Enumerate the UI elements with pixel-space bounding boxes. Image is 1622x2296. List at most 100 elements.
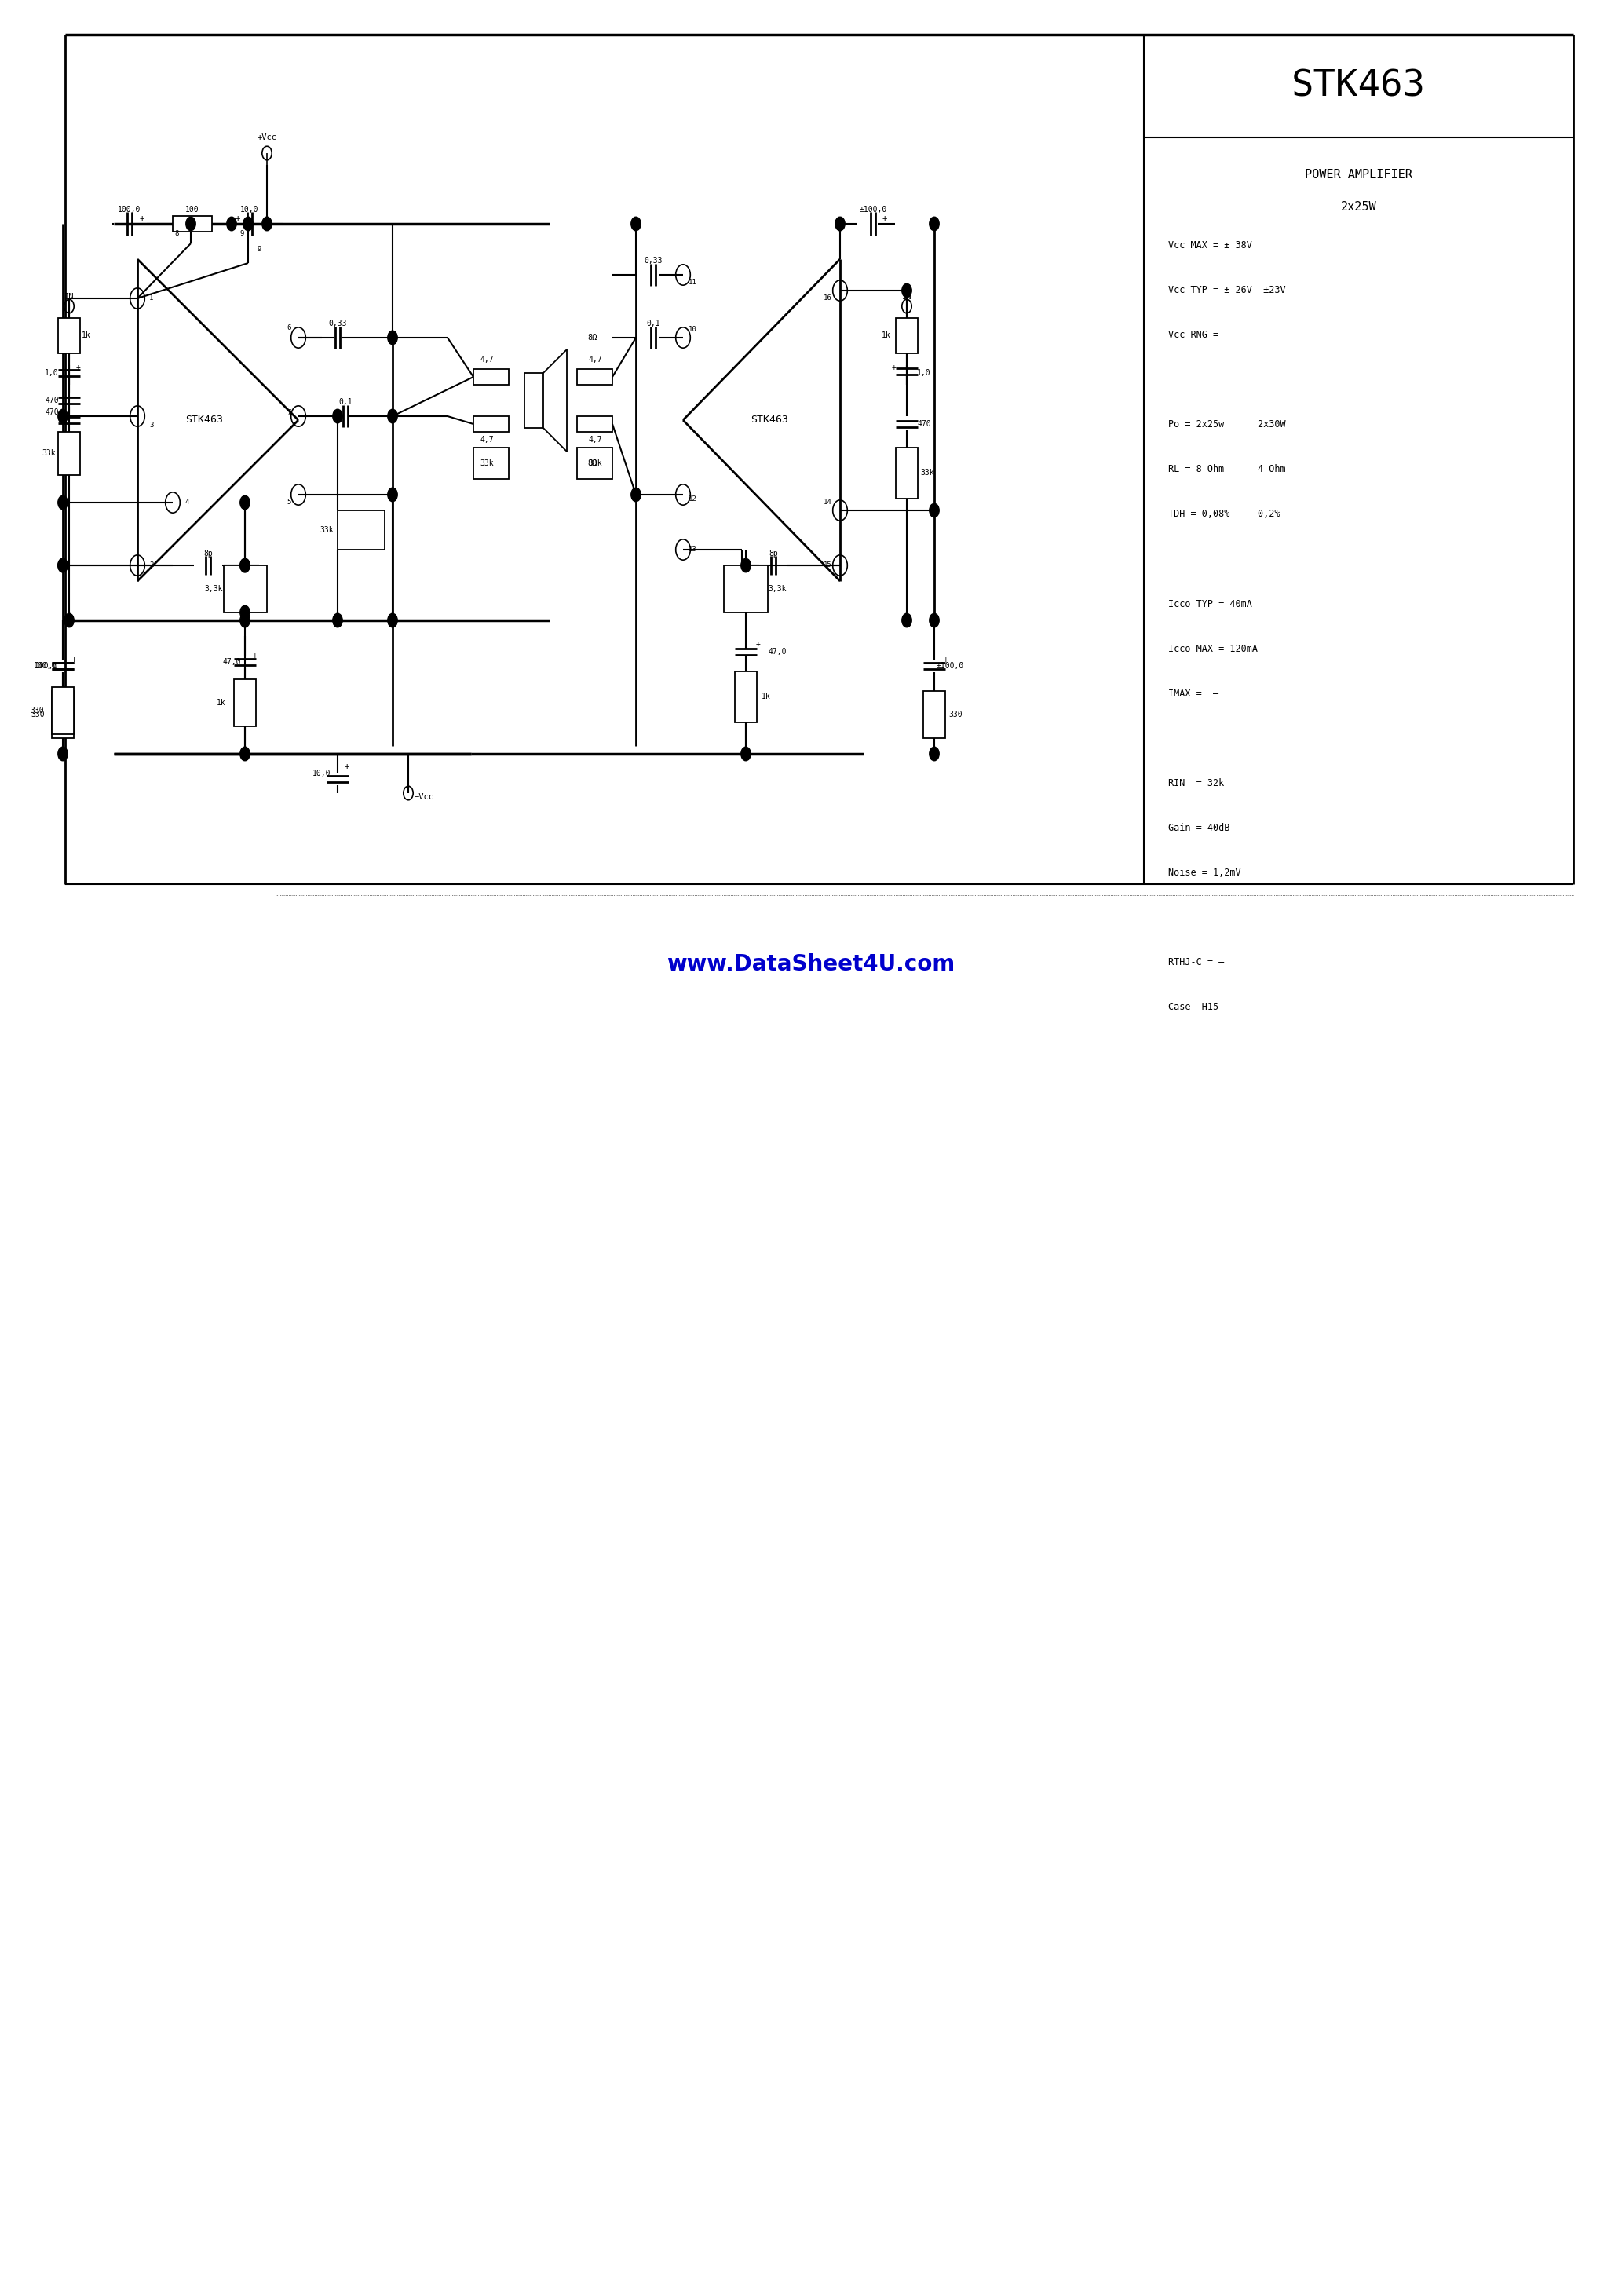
Circle shape	[58, 558, 68, 572]
Text: 10: 10	[688, 326, 697, 333]
Text: POWER AMPLIFIER: POWER AMPLIFIER	[1304, 168, 1413, 181]
Text: 100,0: 100,0	[36, 661, 58, 670]
Circle shape	[240, 613, 250, 627]
Circle shape	[902, 285, 912, 298]
Bar	[58, 432, 79, 475]
Circle shape	[58, 496, 68, 510]
Text: 1k: 1k	[882, 331, 890, 340]
Circle shape	[333, 613, 342, 627]
Text: RTHJ-C = –: RTHJ-C = –	[1168, 957, 1223, 967]
Bar	[735, 670, 757, 723]
Text: 8Ω: 8Ω	[587, 459, 597, 466]
Text: 0,1: 0,1	[646, 319, 660, 328]
Circle shape	[929, 503, 939, 517]
Circle shape	[631, 216, 641, 230]
Circle shape	[65, 613, 75, 627]
Text: 100,0: 100,0	[118, 207, 141, 214]
Circle shape	[240, 746, 250, 760]
Bar	[577, 448, 613, 480]
Text: 330: 330	[29, 707, 44, 714]
Text: 11: 11	[688, 280, 697, 287]
Bar	[224, 565, 268, 613]
Text: 1: 1	[149, 294, 154, 301]
Circle shape	[929, 216, 939, 230]
Bar	[474, 370, 509, 386]
Text: +: +	[235, 214, 240, 223]
Circle shape	[243, 216, 253, 230]
Text: 4,7: 4,7	[589, 436, 602, 443]
Text: 10,0: 10,0	[240, 207, 260, 214]
Text: RL = 8 Ohm      4 Ohm: RL = 8 Ohm 4 Ohm	[1168, 464, 1285, 475]
Bar	[474, 416, 509, 432]
Text: RIN  = 32k: RIN = 32k	[1168, 778, 1223, 788]
Text: 100,0: 100,0	[34, 661, 57, 670]
Circle shape	[929, 746, 939, 760]
Text: +Vcc: +Vcc	[258, 133, 277, 142]
Circle shape	[388, 331, 397, 344]
Text: 12: 12	[688, 496, 697, 503]
Text: +: +	[944, 657, 949, 664]
Circle shape	[240, 558, 250, 572]
Circle shape	[741, 746, 751, 760]
Bar	[895, 319, 918, 354]
Bar	[52, 691, 73, 737]
Text: 1,0: 1,0	[45, 370, 58, 377]
Circle shape	[187, 216, 196, 230]
Text: +: +	[756, 641, 761, 647]
Text: 2x25W: 2x25W	[1340, 200, 1377, 214]
Text: 8: 8	[175, 230, 178, 236]
Text: 33k: 33k	[480, 459, 493, 466]
Bar	[58, 319, 79, 354]
Circle shape	[58, 558, 68, 572]
Text: www.DataSheet4U.com: www.DataSheet4U.com	[667, 953, 955, 976]
Text: 470: 470	[916, 420, 931, 427]
Text: 330: 330	[31, 712, 44, 719]
Text: 1,0: 1,0	[916, 370, 931, 377]
Text: 47,0: 47,0	[767, 647, 787, 657]
Bar	[723, 565, 767, 613]
Text: 2: 2	[149, 563, 154, 569]
Text: 100: 100	[185, 207, 200, 214]
Text: 470: 470	[45, 397, 58, 404]
Text: IN: IN	[65, 294, 75, 301]
Text: +: +	[892, 363, 897, 372]
Bar	[923, 691, 946, 737]
Text: STK463: STK463	[185, 416, 222, 425]
Text: 4,7: 4,7	[589, 356, 602, 363]
Text: 10,0: 10,0	[313, 769, 331, 778]
Text: Icco MAX = 120mA: Icco MAX = 120mA	[1168, 643, 1257, 654]
Text: 8Ω: 8Ω	[587, 333, 597, 342]
Bar	[172, 216, 212, 232]
Text: 1k: 1k	[217, 698, 225, 707]
Bar	[524, 372, 543, 427]
Text: 1k: 1k	[81, 331, 91, 340]
Circle shape	[333, 409, 342, 422]
Circle shape	[835, 216, 845, 230]
Circle shape	[227, 216, 237, 230]
Circle shape	[240, 606, 250, 620]
Text: 47,0: 47,0	[222, 659, 240, 666]
Text: 33k: 33k	[589, 459, 602, 466]
Text: Vcc TYP = ± 26V  ±23V: Vcc TYP = ± 26V ±23V	[1168, 285, 1285, 296]
Bar	[577, 370, 613, 386]
Circle shape	[388, 409, 397, 422]
Text: Po = 2x25w      2x30W: Po = 2x25w 2x30W	[1168, 420, 1285, 429]
Circle shape	[388, 487, 397, 501]
Text: Vcc MAX = ± 38V: Vcc MAX = ± 38V	[1168, 241, 1252, 250]
Text: STK463: STK463	[1291, 69, 1426, 103]
Text: ±100,0: ±100,0	[860, 207, 887, 214]
Text: +: +	[139, 214, 144, 223]
Text: 16: 16	[824, 294, 832, 301]
Text: −Vcc: −Vcc	[414, 792, 433, 801]
Text: 9: 9	[256, 246, 261, 253]
Text: 6: 6	[287, 324, 290, 331]
Text: 3,3k: 3,3k	[204, 585, 222, 592]
Circle shape	[929, 613, 939, 627]
Text: Vcc RNG = –: Vcc RNG = –	[1168, 331, 1229, 340]
Text: +: +	[73, 657, 76, 664]
Text: 4,7: 4,7	[480, 436, 493, 443]
Text: +: +	[344, 762, 349, 769]
Text: IN: IN	[902, 294, 912, 301]
Circle shape	[58, 409, 68, 422]
Bar	[234, 680, 256, 726]
